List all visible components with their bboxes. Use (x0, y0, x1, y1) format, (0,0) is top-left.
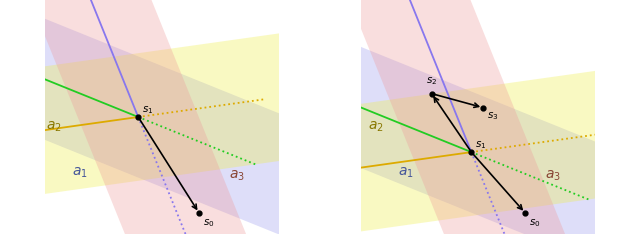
Text: $s_0$: $s_0$ (202, 218, 214, 229)
Polygon shape (0, 0, 376, 234)
Text: $a_1$: $a_1$ (398, 166, 413, 180)
Text: $a_2$: $a_2$ (46, 119, 62, 134)
Polygon shape (0, 0, 278, 234)
Polygon shape (234, 12, 640, 234)
Text: $s_0$: $s_0$ (529, 218, 540, 229)
Text: $a_3$: $a_3$ (228, 168, 244, 183)
Text: $a_2$: $a_2$ (367, 119, 383, 134)
Text: $a_1$: $a_1$ (72, 166, 88, 180)
Text: $a_3$: $a_3$ (545, 168, 561, 183)
Text: $s_2$: $s_2$ (426, 75, 437, 87)
Text: $s_1$: $s_1$ (141, 104, 153, 116)
Polygon shape (332, 0, 611, 234)
Text: $s_1$: $s_1$ (475, 139, 486, 151)
Polygon shape (0, 22, 379, 212)
Polygon shape (231, 57, 640, 234)
Text: $s_3$: $s_3$ (486, 110, 498, 122)
